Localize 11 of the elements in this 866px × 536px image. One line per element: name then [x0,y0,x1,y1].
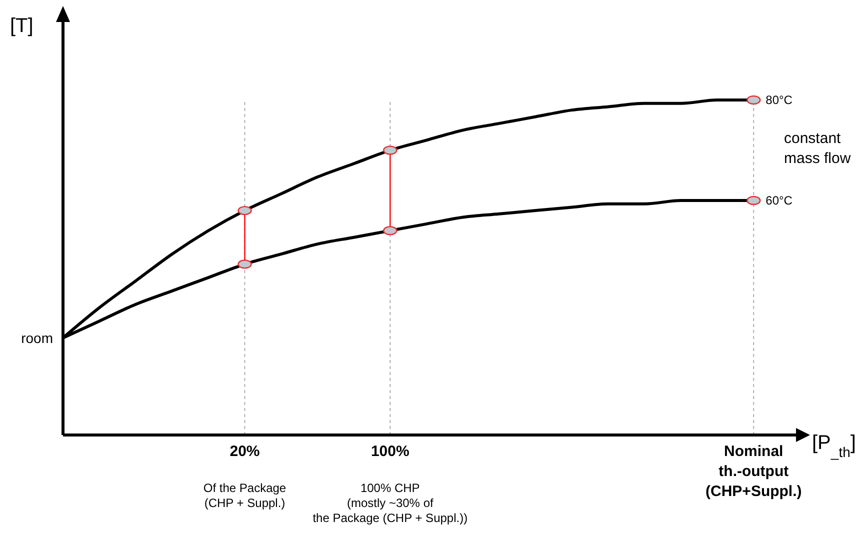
y-axis-title: [T] [10,15,34,37]
x-axis-title: [P$_{_th}$] [812,432,856,460]
text: 100% CHP (mostly ~30% of the Package (CHP + Suppl.)) [312,481,468,525]
x-tick-label: 20% [230,443,260,460]
text: room [21,330,53,346]
x-tick-label: Nominal th.-output (CHP+Suppl.) [706,443,802,500]
annotation: constant mass flow [784,130,851,167]
text: Of the Package (CHP + Suppl.) [203,481,286,510]
annotation: 80°C [766,93,793,107]
annotation: 60°C [766,194,793,208]
x-tick-label: 100% [370,443,410,460]
